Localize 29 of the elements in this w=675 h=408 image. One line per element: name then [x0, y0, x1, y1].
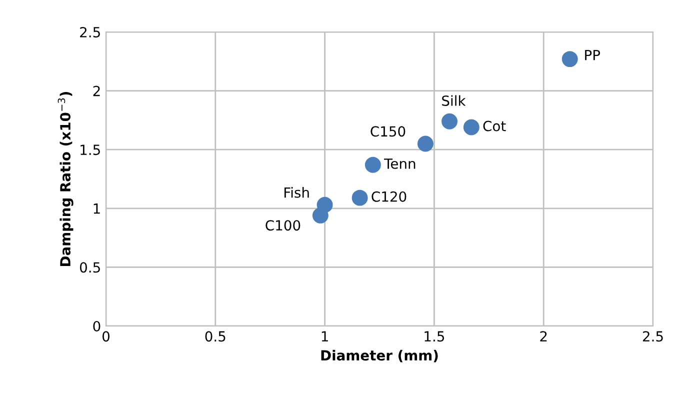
- x-tick-label: 0: [102, 331, 110, 342]
- y-axis-title: Damping Ratio (x10$^{−3}$): [58, 92, 74, 266]
- point: [417, 136, 434, 152]
- y-tick-label: 2.5: [80, 26, 100, 38]
- x-tick-label: 2.5: [642, 331, 663, 342]
- point: [316, 196, 333, 213]
- annotation: Silk: [442, 95, 466, 106]
- annotation: C150: [370, 126, 406, 137]
- x-tick-label: 0.5: [205, 331, 226, 342]
- point: [364, 156, 381, 173]
- annotation: C100: [266, 220, 300, 231]
- x-tick-label: 2: [540, 331, 547, 342]
- point: [442, 113, 458, 130]
- point: [463, 119, 480, 136]
- annotation: PP: [585, 50, 600, 60]
- point: [562, 51, 578, 68]
- y-tick-label: 1.5: [80, 144, 100, 156]
- annotation: C120: [372, 191, 406, 202]
- y-tick-label: 1: [94, 204, 100, 214]
- y-tick-label: 2: [93, 86, 100, 96]
- y-tick-label: 0.5: [80, 262, 100, 273]
- point: [352, 190, 368, 206]
- x-tick-label: 1: [322, 331, 328, 342]
- x-axis-title: Diameter (mm): [321, 350, 438, 362]
- x-tick-label: 1.5: [424, 331, 444, 342]
- annotation: Tenn: [384, 158, 416, 169]
- annotation: Fish: [284, 187, 309, 198]
- annotation: Cot: [483, 120, 506, 132]
- y-tick-label: 0: [93, 320, 100, 332]
